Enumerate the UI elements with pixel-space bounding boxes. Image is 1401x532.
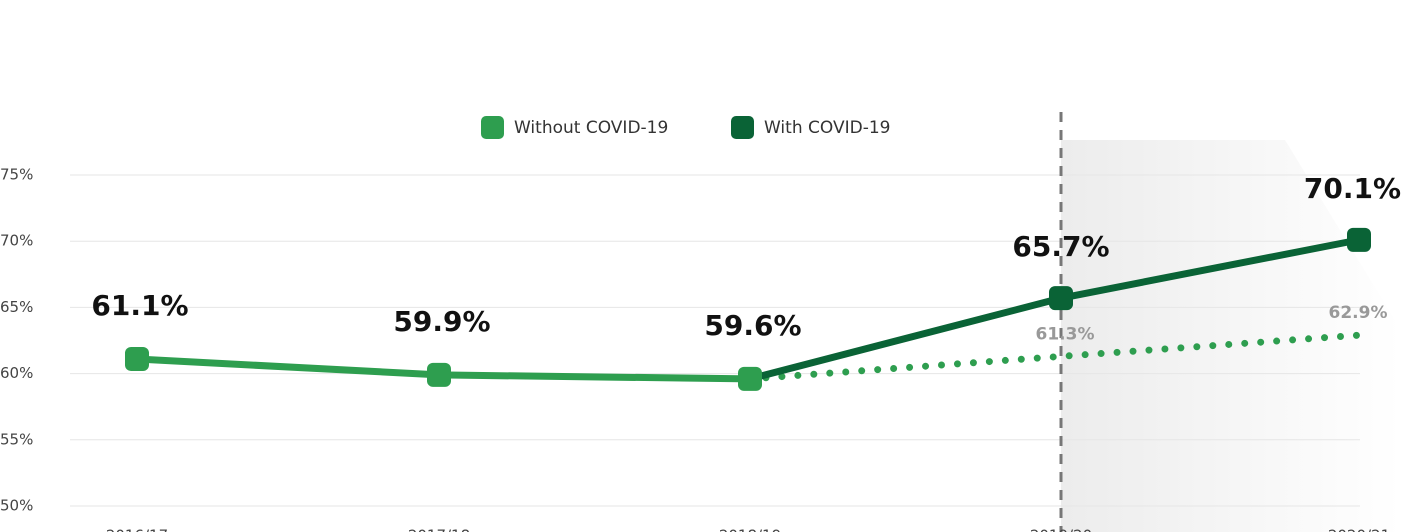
legend-swatch [731,116,754,139]
marker [1347,227,1371,252]
y-tick-label: 75% [0,166,33,184]
data-label: 70.1% [1304,172,1401,205]
data-label: 65.7% [1012,230,1109,263]
marker [1049,286,1073,311]
data-label: 61.1% [91,289,188,322]
x-tick-label: 2018/19 [719,527,781,532]
y-tick-label: 65% [0,298,33,316]
data-label: 62.9% [1329,303,1388,323]
marker [427,362,451,387]
data-label: 61.3% [1036,324,1095,344]
data-label: 59.9% [393,305,490,338]
marker [125,347,149,372]
x-tick-label: 2016/17 [106,527,168,532]
legend-label: Without COVID-19 [514,118,668,138]
legend-label: With COVID-19 [764,118,890,138]
x-tick-label: 2020/21 [1328,527,1390,532]
y-tick-label: 55% [0,430,33,448]
legend-swatch [481,116,504,139]
x-tick-label: 2019/20 [1030,527,1092,532]
marker [738,366,762,391]
x-tick-label: 2017/18 [408,527,470,532]
line-dotted [746,331,1363,383]
y-tick-label: 70% [0,232,33,250]
y-tick-label: 50% [0,497,33,515]
forecast-shade [1061,140,1401,532]
data-label: 59.6% [704,309,801,342]
y-tick-label: 60% [0,364,33,382]
